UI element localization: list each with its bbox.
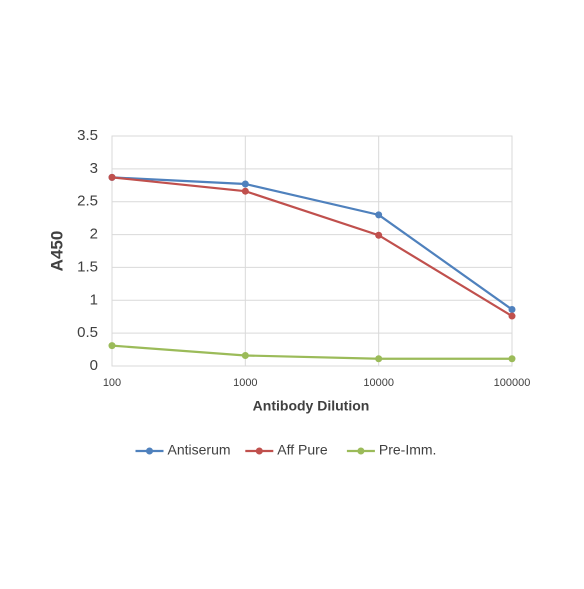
plot-border xyxy=(111,135,513,367)
series-line xyxy=(111,176,513,317)
y-axis-title: A450 xyxy=(47,231,66,272)
x-tick-label: 100 xyxy=(103,377,121,389)
y-tick-label: 0.5 xyxy=(77,324,98,341)
data-point xyxy=(375,355,383,363)
data-point xyxy=(508,355,516,363)
series-line xyxy=(111,176,513,311)
y-tick-label: 0 xyxy=(90,357,98,374)
legend-label: Aff Pure xyxy=(277,442,328,458)
y-tick-label: 3 xyxy=(90,160,98,177)
data-point xyxy=(241,180,249,188)
legend-label: Pre-Imm. xyxy=(379,442,437,458)
x-tick-label: 10000 xyxy=(363,377,394,389)
data-point xyxy=(375,211,383,219)
data-point xyxy=(508,305,516,313)
x-tick-label: 1000 xyxy=(233,377,257,389)
y-tick-label: 3.5 xyxy=(77,127,98,144)
y-tick-label: 1.5 xyxy=(77,258,98,275)
data-point xyxy=(508,312,516,320)
y-tick-label: 2.5 xyxy=(77,193,98,210)
data-point xyxy=(108,342,116,350)
y-tick-label: 1 xyxy=(90,291,98,308)
data-point xyxy=(241,351,249,359)
legend-marker xyxy=(255,447,263,455)
x-tick-label: 100000 xyxy=(494,377,531,389)
series-line xyxy=(111,344,512,360)
legend-marker xyxy=(146,447,153,455)
legend-marker xyxy=(357,447,365,455)
y-tick-label: 2 xyxy=(90,226,98,243)
data-point xyxy=(375,231,383,239)
data-point xyxy=(108,173,116,181)
data-point xyxy=(241,187,249,195)
legend-label: Antiserum xyxy=(168,442,231,458)
x-axis-title: Antibody Dilution xyxy=(253,398,370,414)
